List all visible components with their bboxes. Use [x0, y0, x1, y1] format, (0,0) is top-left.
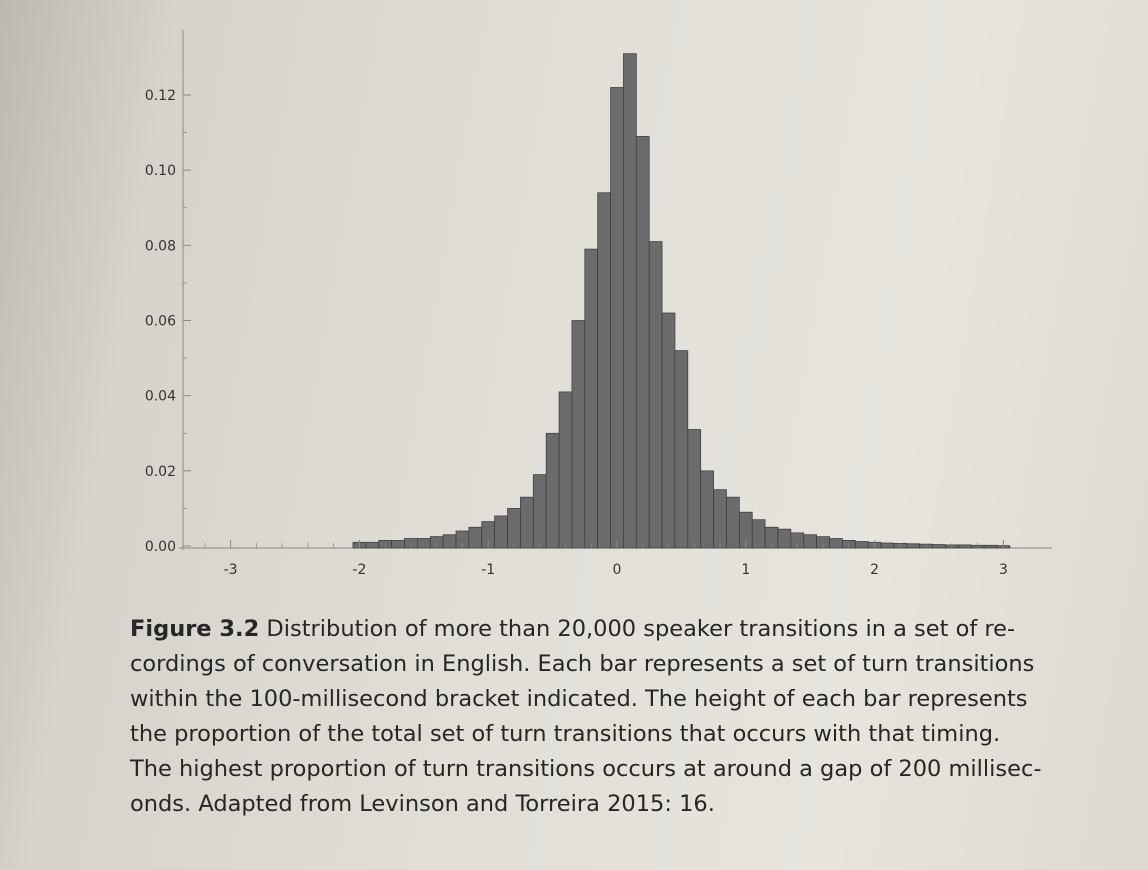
- histogram-bar: [661, 312, 676, 549]
- histogram-bar: [545, 432, 560, 549]
- histogram-bar: [880, 542, 895, 549]
- histogram-bar: [558, 391, 573, 549]
- histogram-bar: [648, 241, 663, 549]
- y-tick-label: 0.02: [145, 464, 176, 480]
- y-tick-label: 0.00: [145, 539, 176, 555]
- histogram-bar: [906, 543, 921, 549]
- histogram-bar: [983, 544, 998, 549]
- histogram-bar: [803, 534, 817, 549]
- caption-line-2: cordings of conversation in English. Eac…: [130, 651, 1035, 677]
- histogram-bar: [507, 508, 521, 549]
- histogram-chart: 0.00 0.02 0.04 0.06 0.08 0.10 0.12 -3 -2 -1 0 1 2 3: [145, 30, 1052, 578]
- chart-ticks: 0.00 0.02 0.04 0.06 0.08 0.10 0.12 -3 -2 -1 0 1 2 3: [145, 88, 1008, 578]
- figure-label: Figure 3.2: [130, 616, 260, 642]
- histogram-bar: [674, 350, 689, 549]
- caption-text: Distribution of more than 20,000 speaker…: [259, 616, 1016, 642]
- x-tick-label: 2: [870, 562, 879, 578]
- histogram-bar: [610, 87, 624, 549]
- histogram-bar: [854, 541, 869, 549]
- caption-line-3: within the 100-millisecond bracket indic…: [130, 686, 1028, 712]
- y-tick-label: 0.10: [145, 163, 176, 179]
- histogram-bar: [597, 192, 611, 549]
- y-tick-label: 0.08: [145, 238, 176, 254]
- histogram-bar: [700, 470, 714, 549]
- x-tick-label: -1: [481, 562, 495, 578]
- x-tick-label: 0: [613, 562, 622, 578]
- histogram-bar: [751, 519, 766, 549]
- histogram-bar: [687, 429, 702, 549]
- histogram-bar: [391, 540, 405, 549]
- histogram-bar: [532, 474, 547, 549]
- caption-line-1: Figure 3.2 Distribution of more than 20,…: [130, 612, 1070, 647]
- histogram-bar: [468, 526, 483, 549]
- x-tick-label: -2: [352, 562, 366, 578]
- histogram-bars: [352, 53, 1011, 549]
- histogram-bar: [365, 541, 380, 549]
- histogram-bar: [520, 496, 534, 549]
- histogram-bar: [623, 53, 637, 549]
- x-tick-label: -3: [224, 562, 238, 578]
- histogram-bar: [829, 538, 843, 549]
- y-tick-label: 0.06: [145, 314, 176, 330]
- histogram-bar: [635, 135, 650, 549]
- x-tick-label: 3: [999, 562, 1008, 578]
- histogram-bar: [932, 544, 946, 549]
- histogram-bar: [442, 534, 457, 549]
- histogram-bar: [957, 544, 972, 549]
- histogram-bar: [417, 538, 431, 549]
- histogram-bar: [713, 489, 727, 549]
- histogram-bar: [726, 496, 740, 549]
- caption-line-6: onds. Adapted from Levinson and Torreira…: [130, 791, 715, 817]
- histogram-bar: [494, 515, 508, 549]
- x-tick-label: 1: [741, 562, 750, 578]
- histogram-bar: [584, 248, 599, 549]
- y-tick-label: 0.12: [145, 88, 176, 104]
- caption-line-5: The highest proportion of turn transitio…: [130, 756, 1042, 782]
- figure-caption: Figure 3.2 Distribution of more than 20,…: [130, 612, 1070, 822]
- histogram-bar: [777, 528, 792, 549]
- caption-line-4: the proportion of the total set of turn …: [130, 721, 1001, 747]
- y-tick-label: 0.04: [145, 389, 176, 405]
- histogram-bar: [571, 320, 586, 549]
